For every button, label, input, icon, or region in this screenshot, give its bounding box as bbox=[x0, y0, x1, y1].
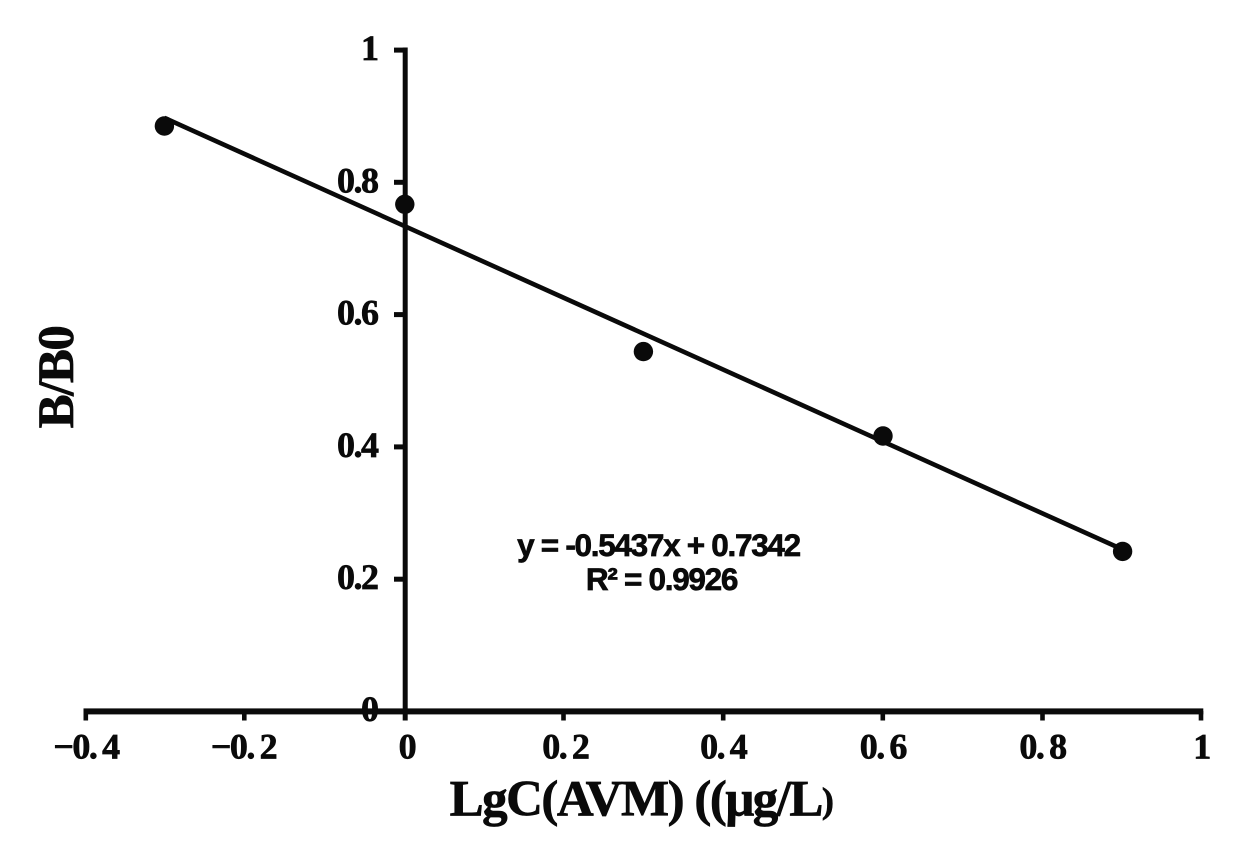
svg-text:R² = 0.9926: R² = 0.9926 bbox=[586, 561, 738, 597]
svg-text:0.4: 0.4 bbox=[337, 425, 379, 465]
svg-text:−0. 4: −0. 4 bbox=[53, 727, 120, 767]
svg-text:0: 0 bbox=[399, 727, 416, 767]
svg-text:1: 1 bbox=[361, 28, 378, 68]
svg-text:0.2: 0.2 bbox=[337, 557, 378, 597]
svg-text:0.6: 0.6 bbox=[337, 293, 378, 333]
svg-text:y = -0.5437x + 0.7342: y = -0.5437x + 0.7342 bbox=[517, 527, 800, 563]
svg-text:0. 6: 0. 6 bbox=[860, 727, 907, 767]
svg-text:LgC(AVM) ((μg/L): LgC(AVM) ((μg/L) bbox=[450, 772, 833, 828]
svg-text:0. 8: 0. 8 bbox=[1019, 727, 1066, 767]
svg-text:0. 2: 0. 2 bbox=[542, 727, 589, 767]
svg-text:0. 4: 0. 4 bbox=[700, 727, 748, 767]
svg-text:−0. 2: −0. 2 bbox=[211, 727, 277, 767]
svg-text:0: 0 bbox=[361, 689, 378, 729]
svg-text:0.8: 0.8 bbox=[337, 160, 378, 200]
svg-text:1: 1 bbox=[1193, 727, 1210, 767]
svg-text:B/B0: B/B0 bbox=[29, 327, 85, 429]
